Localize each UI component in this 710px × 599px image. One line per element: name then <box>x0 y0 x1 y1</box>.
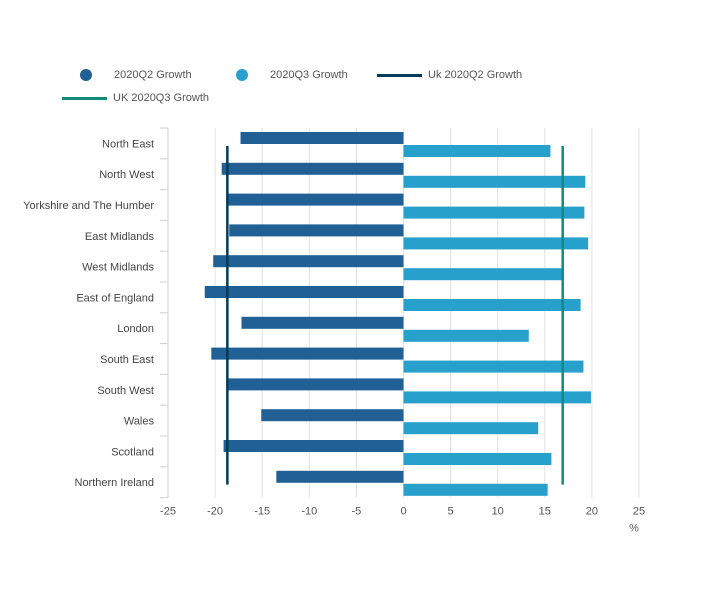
legend-marker-uk-q3 <box>62 96 107 100</box>
bar[interactable] <box>261 409 404 422</box>
bar[interactable] <box>403 329 529 342</box>
legend-item-q2[interactable]: 2020Q2 Growth <box>80 69 192 81</box>
bar[interactable] <box>227 378 404 391</box>
legend-label-uk-q2: Uk 2020Q2 Growth <box>428 69 523 81</box>
bar[interactable] <box>240 132 404 144</box>
x-tick-label: 10 <box>492 506 504 518</box>
x-tick-label: -20 <box>207 506 223 518</box>
x-tick-label: 0 <box>400 506 406 518</box>
bar[interactable] <box>221 162 404 175</box>
category-label: London <box>117 323 154 335</box>
x-axis-title: % <box>629 523 639 535</box>
legend-label-q2: 2020Q2 Growth <box>114 69 192 81</box>
legend-marker-q2 <box>80 69 92 81</box>
category-label: South West <box>97 385 154 397</box>
legend-item-uk-q2[interactable]: Uk 2020Q2 Growth <box>377 69 522 81</box>
bar[interactable] <box>213 255 404 268</box>
bar[interactable] <box>228 193 404 206</box>
category-label: East of England <box>76 292 154 304</box>
x-tick-label: 20 <box>586 506 598 518</box>
x-tick-label: 5 <box>448 506 454 518</box>
bar[interactable] <box>403 483 548 496</box>
bar[interactable] <box>403 299 581 311</box>
bar[interactable] <box>403 175 586 188</box>
bar[interactable] <box>403 237 589 250</box>
x-tick-label: -5 <box>352 506 362 518</box>
legend-marker-uk-q2 <box>377 73 422 77</box>
bar[interactable] <box>403 145 551 157</box>
legend-label-q3: 2020Q3 Growth <box>270 69 348 81</box>
legend-label-uk-q3: UK 2020Q3 Growth <box>113 92 209 104</box>
category-label: South East <box>100 354 154 366</box>
bar[interactable] <box>229 224 404 237</box>
bar[interactable] <box>403 422 539 435</box>
bar[interactable] <box>403 268 562 281</box>
x-tick-label: -10 <box>301 506 317 518</box>
legend-item-q3[interactable]: 2020Q3 Growth <box>236 69 348 81</box>
legend-marker-q3 <box>236 69 248 81</box>
bar[interactable] <box>403 453 552 465</box>
bar[interactable] <box>241 316 404 329</box>
category-label: Yorkshire and The Humber <box>23 200 154 212</box>
category-label: Wales <box>124 416 155 428</box>
category-label: North East <box>102 138 154 150</box>
bar[interactable] <box>204 286 404 298</box>
legend: 2020Q2 Growth 2020Q3 Growth Uk 2020Q2 Gr… <box>0 0 710 120</box>
category-label: Scotland <box>111 446 154 458</box>
bar[interactable] <box>403 391 591 404</box>
category-label: West Midlands <box>82 262 154 274</box>
x-tick-label: 25 <box>633 506 645 518</box>
x-tick-label: 15 <box>539 506 551 518</box>
bar[interactable] <box>403 360 584 373</box>
bar[interactable] <box>403 206 585 219</box>
category-label: East Midlands <box>85 231 155 243</box>
category-label: North West <box>99 169 154 181</box>
x-tick-label: -25 <box>160 506 176 518</box>
bar[interactable] <box>276 470 404 483</box>
bar[interactable] <box>223 440 404 452</box>
category-label: Northern Ireland <box>75 477 155 489</box>
x-tick-label: -15 <box>254 506 270 518</box>
legend-item-uk-q3[interactable]: UK 2020Q3 Growth <box>62 92 209 104</box>
bar[interactable] <box>211 347 404 360</box>
